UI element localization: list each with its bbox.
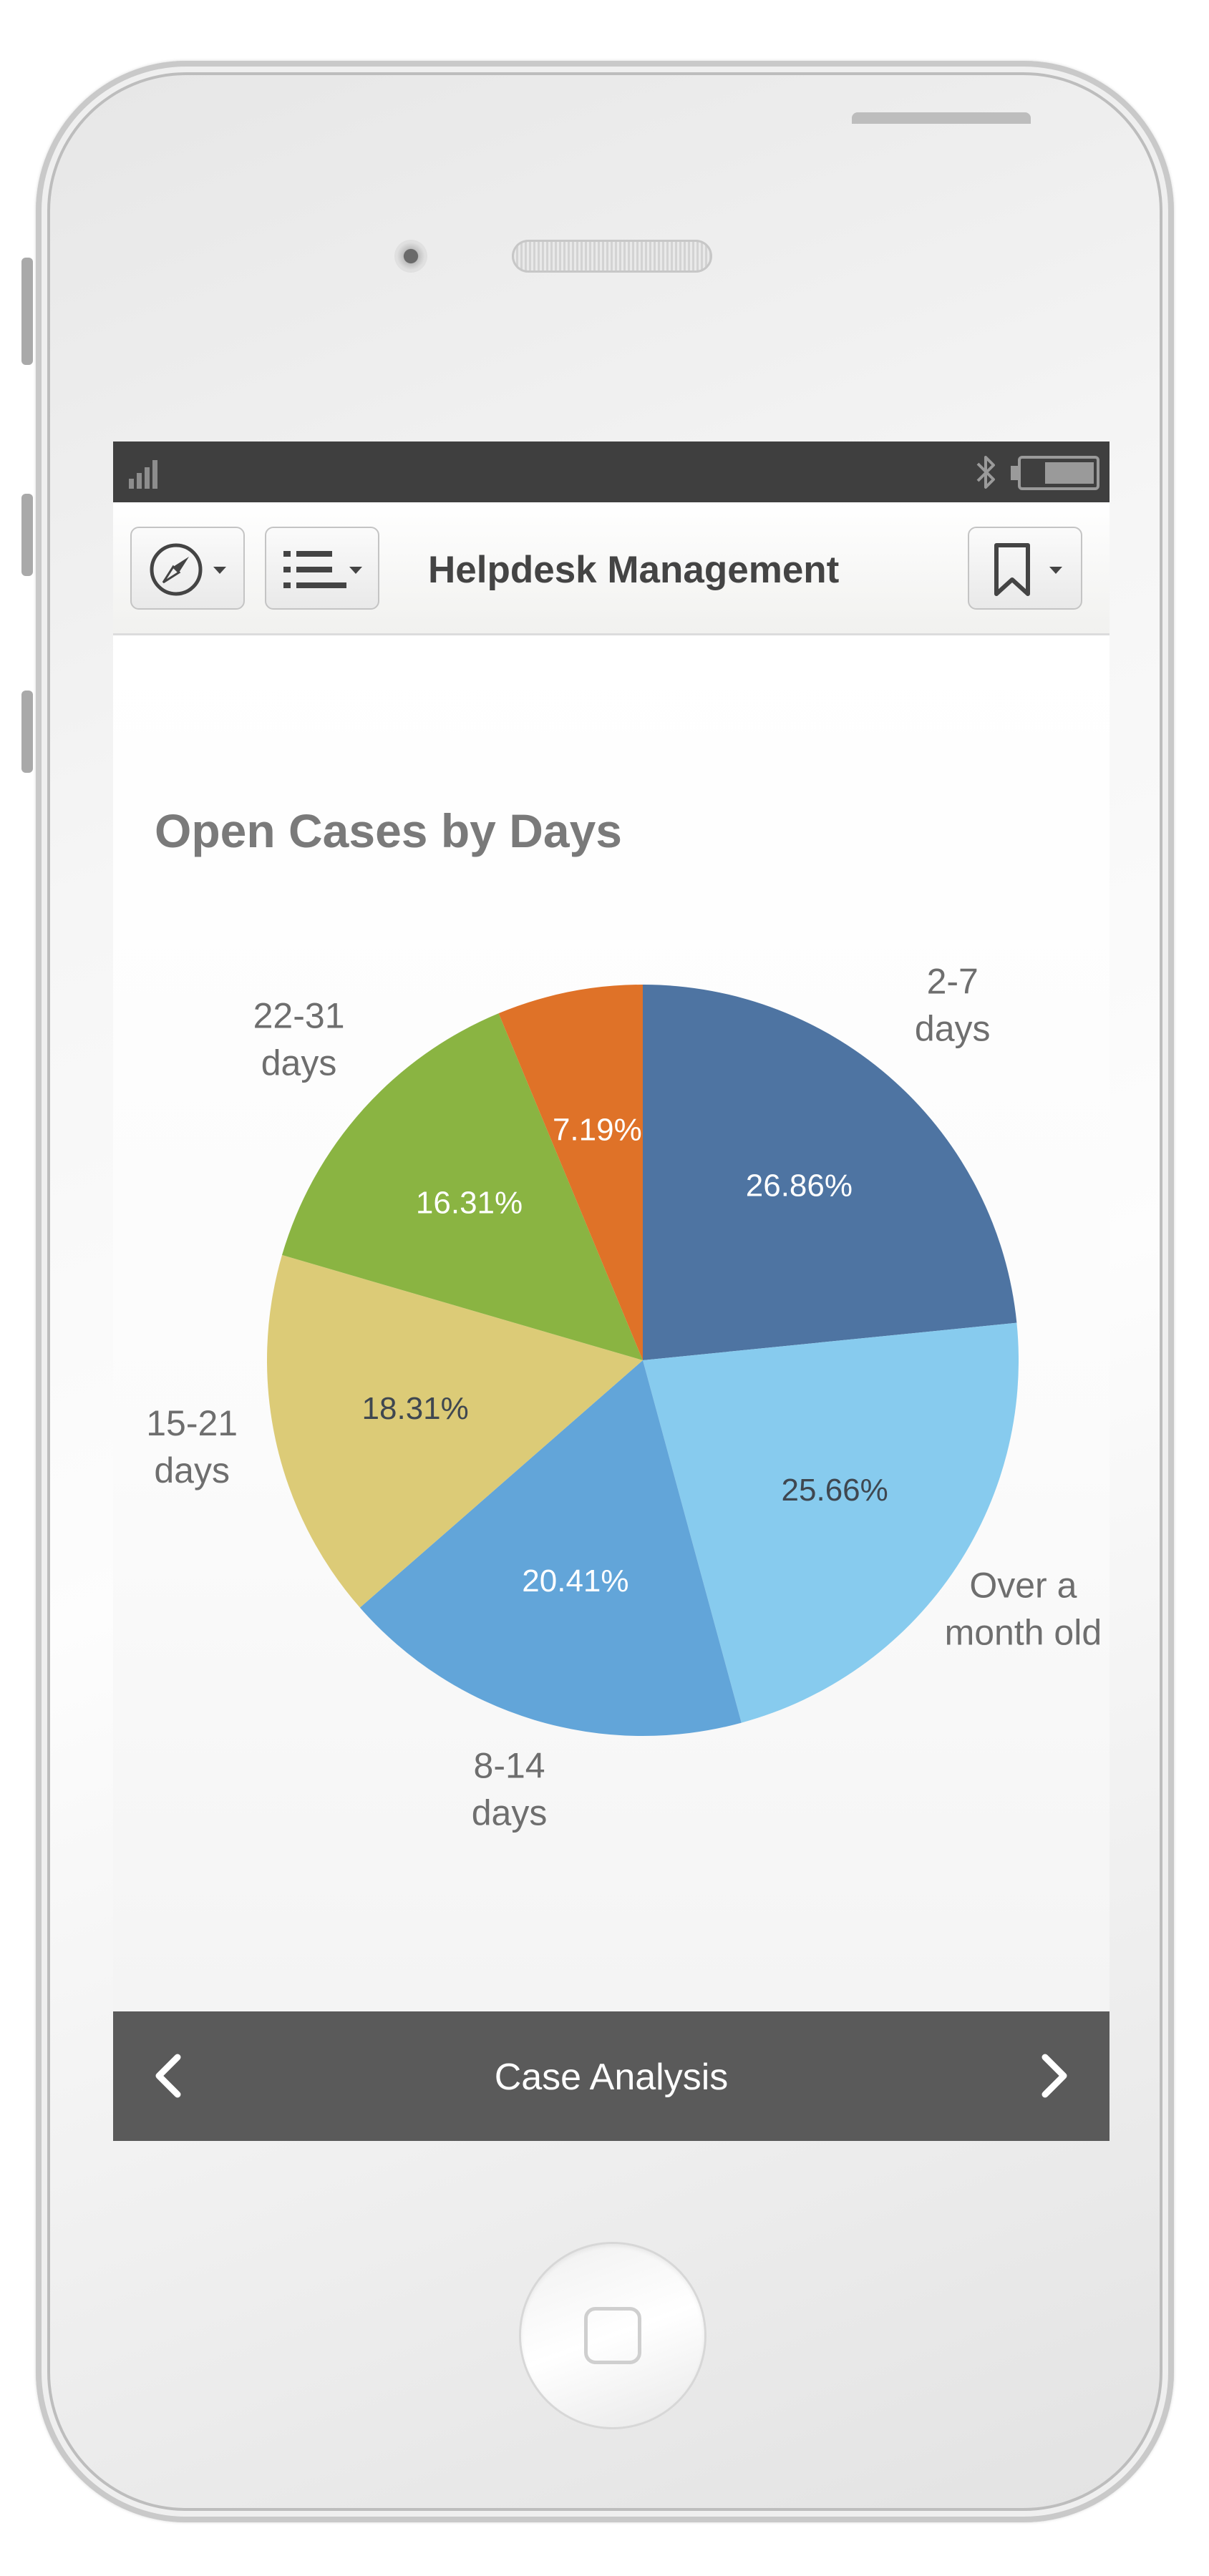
- power-button: [852, 112, 1031, 124]
- dropdown-caret-icon: [1049, 567, 1062, 574]
- slice-value-label: 18.31%: [362, 1391, 469, 1426]
- slice-category-label: 2-7 days: [915, 962, 991, 1049]
- home-button[interactable]: [521, 2244, 704, 2427]
- slice-category-label: 15-21 days: [146, 1403, 238, 1491]
- home-square-icon: [584, 2307, 641, 2364]
- slice-value-label: 26.86%: [746, 1168, 853, 1203]
- slice-category-label: 8-14 days: [472, 1745, 548, 1833]
- screen: Helpdesk Management Open Cases by Days 2…: [113, 441, 1110, 2141]
- slice-value-label: 16.31%: [416, 1185, 523, 1220]
- pie-slice: [282, 1013, 643, 1360]
- bluetooth-icon: [976, 456, 995, 489]
- compass-icon: [150, 543, 203, 596]
- pie-slice: [643, 985, 1017, 1360]
- battery-icon: [1011, 456, 1099, 490]
- list-icon: [283, 551, 346, 588]
- slice-category-label: Over a month old: [945, 1566, 1102, 1653]
- volume-up-button: [21, 494, 33, 576]
- bookmark-menu-button[interactable]: [968, 527, 1082, 610]
- slice-value-label: 20.41%: [522, 1563, 628, 1599]
- pie-slice: [498, 985, 643, 1360]
- earpiece-speaker: [512, 240, 712, 273]
- slice-value-label: 7.19%: [553, 1112, 642, 1147]
- signal-icon: [129, 460, 157, 489]
- dropdown-caret-icon: [213, 567, 226, 574]
- chart-panel: Open Cases by Days 26.86% 2-7 days 25.66% Ov…: [113, 635, 1110, 2011]
- pie-slice: [359, 1360, 742, 1736]
- compass-menu-button[interactable]: [130, 527, 245, 610]
- nav-title: Case Analysis: [494, 2057, 729, 2098]
- chevron-left-icon[interactable]: [142, 2047, 199, 2104]
- pie-slice: [643, 1322, 1019, 1723]
- front-camera: [394, 240, 427, 273]
- chevron-right-icon[interactable]: [1024, 2047, 1081, 2104]
- pie-chart: 26.86% 2-7 days 25.66% Over a month old 20.41%…: [146, 962, 1102, 1833]
- list-menu-button[interactable]: [265, 527, 379, 610]
- chart-title: Open Cases by Days: [155, 804, 622, 857]
- slice-category-label: 22-31 days: [253, 996, 345, 1083]
- bookmark-icon: [994, 543, 1030, 596]
- status-bar: [113, 441, 1110, 502]
- slice-value-label: 25.66%: [782, 1473, 888, 1508]
- pie-slice: [267, 1254, 644, 1608]
- bottom-nav-bar: Case Analysis: [113, 2011, 1110, 2141]
- app-toolbar: Helpdesk Management: [113, 502, 1110, 635]
- dropdown-caret-icon: [349, 567, 362, 574]
- app-title: Helpdesk Management: [428, 549, 840, 591]
- mute-switch: [21, 258, 33, 365]
- volume-down-button: [21, 691, 33, 773]
